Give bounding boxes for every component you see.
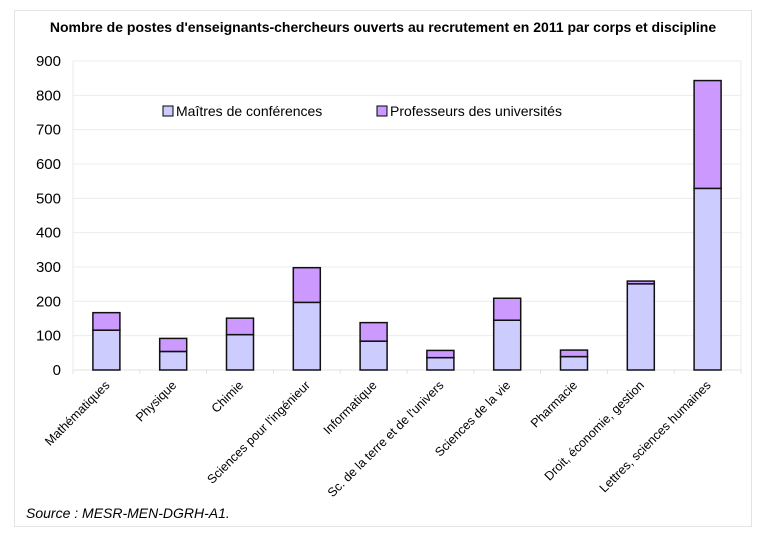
bar-maitres — [559, 355, 589, 371]
bar-maitres — [626, 283, 656, 371]
chart-frame — [14, 10, 752, 527]
y-tick-label: 400 — [36, 225, 61, 242]
bar-maitres — [693, 187, 722, 371]
x-tick-label: Mathématiques — [42, 378, 112, 448]
bar-maitres — [426, 356, 455, 371]
x-tick-label: Pharmacie — [528, 378, 580, 430]
bar-maitres — [359, 340, 388, 371]
y-tick-label: 100 — [36, 328, 61, 345]
bar-professeurs — [426, 349, 455, 359]
bar-maitres — [225, 333, 255, 371]
source-note: Source : MESR-MEN-DGRH-A1. — [26, 505, 230, 521]
y-tick-label: 500 — [36, 190, 61, 207]
chart-title: Nombre de postes d'enseignants-chercheur… — [49, 19, 717, 35]
x-tick-label: Informatique — [321, 378, 380, 437]
y-tick-label: 300 — [36, 259, 61, 276]
bar-professeurs — [492, 297, 522, 321]
y-tick-label: 600 — [36, 156, 61, 173]
bar-professeurs — [559, 349, 589, 358]
bar-maitres — [92, 329, 121, 371]
y-axis: 0 100 200 300 400 500 600 700 800 900 — [36, 53, 61, 379]
legend-label-maitres: Maîtres de conférences — [176, 103, 322, 119]
bar-maitres — [292, 301, 322, 371]
legend: Maîtres de conférences Professeurs des u… — [162, 103, 562, 119]
y-tick-label: 0 — [53, 362, 61, 379]
legend-swatch-professeurs — [376, 105, 388, 117]
x-tick-label: Physique — [133, 378, 179, 424]
y-tick-label: 900 — [36, 53, 61, 70]
x-tick-label: Sciences de la vie — [432, 378, 513, 459]
bar-professeurs — [225, 317, 255, 336]
bar-professeurs — [92, 311, 121, 331]
y-tick-label: 200 — [36, 293, 61, 310]
bar-professeurs — [693, 79, 722, 190]
y-tick-label: 800 — [36, 87, 61, 104]
bar-professeurs — [626, 280, 656, 285]
bar-maitres — [158, 350, 188, 371]
x-tick-label: Sc. de la terre et de l'univers — [325, 378, 447, 500]
bar-professeurs — [359, 321, 388, 342]
bars — [92, 79, 722, 371]
bar-professeurs — [292, 266, 322, 304]
x-tick-label: Chimie — [209, 378, 246, 415]
x-tick-label: Lettres, sciences humaines — [597, 378, 714, 495]
y-tick-label: 700 — [36, 122, 61, 139]
bar-professeurs — [158, 337, 188, 353]
legend-swatch-maitres — [162, 105, 174, 117]
legend-label-professeurs: Professeurs des universités — [390, 103, 562, 119]
bar-maitres — [492, 319, 522, 371]
